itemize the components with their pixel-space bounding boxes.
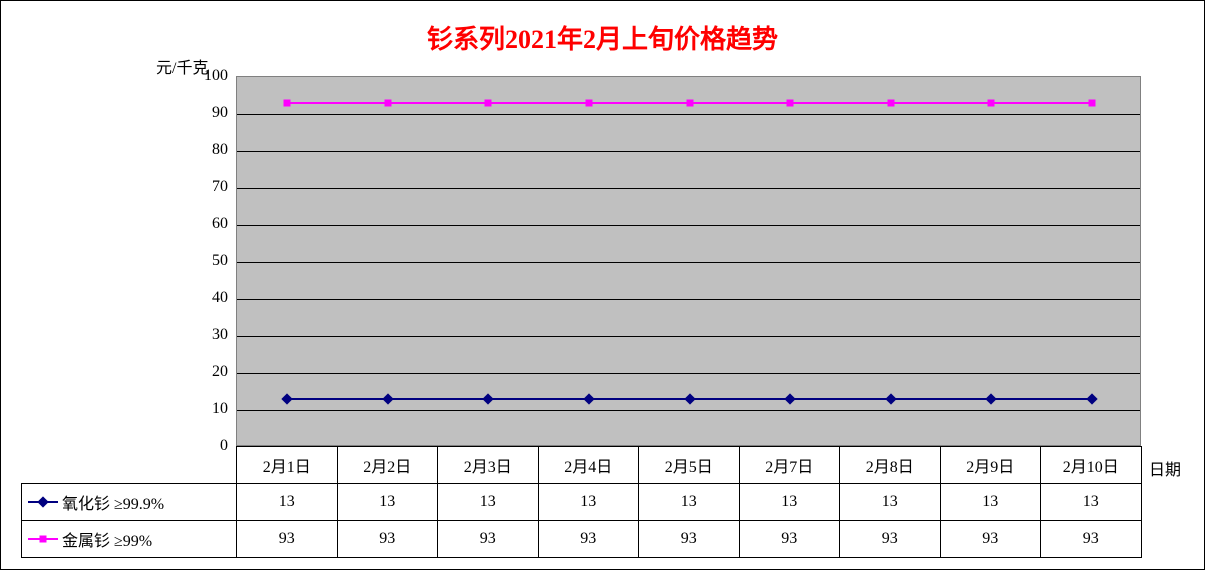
table-value-cell: 13 [639,484,740,521]
y-tick-label: 50 [188,252,228,270]
chart-container: 钐系列2021年2月上旬价格趋势 元/千克 日期 2月1日2月2日2月3日2月4… [0,0,1205,570]
y-tick-label: 60 [188,215,228,233]
series-marker [485,99,492,106]
gridline [237,262,1140,263]
table-value-cell: 13 [940,484,1041,521]
table-category-cell: 2月4日 [538,447,639,484]
table-value-cell: 93 [940,521,1041,558]
y-tick-label: 40 [188,289,228,307]
table-value-cell: 93 [739,521,840,558]
y-tick-label: 0 [188,437,228,455]
y-tick-label: 100 [188,67,228,85]
table-row: 氧化钐 ≥99.9%131313131313131313 [22,484,1142,521]
gridline [237,410,1140,411]
table-value-cell: 13 [237,484,338,521]
y-tick-label: 10 [188,400,228,418]
table-value-cell: 93 [538,521,639,558]
table-value-cell: 13 [739,484,840,521]
table-category-cell: 2月9日 [940,447,1041,484]
y-tick-label: 90 [188,104,228,122]
series-marker [887,99,894,106]
legend-line [28,501,58,503]
legend-label: 金属钐 ≥99% [62,527,152,551]
series-marker [282,393,293,404]
series-marker [1088,99,1095,106]
gridline [237,299,1140,300]
gridline [237,373,1140,374]
series-marker [784,393,795,404]
y-tick-label: 70 [188,178,228,196]
table-category-cell: 2月3日 [438,447,539,484]
table-category-cell: 2月10日 [1041,447,1142,484]
table-category-cell: 2月8日 [840,447,941,484]
table-value-cell: 13 [438,484,539,521]
series-marker [483,393,494,404]
table-value-cell: 93 [1041,521,1142,558]
legend-marker-icon [37,496,48,507]
table-value-cell: 93 [237,521,338,558]
y-tick-label: 80 [188,141,228,159]
legend-label: 氧化钐 ≥99.9% [62,490,164,514]
table-value-cell: 93 [438,521,539,558]
table-value-cell: 93 [337,521,438,558]
gridline [237,114,1140,115]
series-marker [382,393,393,404]
x-axis-label: 日期 [1149,456,1181,480]
table-value-cell: 13 [337,484,438,521]
gridline [237,188,1140,189]
series-marker [985,393,996,404]
series-marker [684,393,695,404]
series-marker [585,99,592,106]
series-marker [284,99,291,106]
gridline [237,225,1140,226]
table-value-cell: 93 [840,521,941,558]
series-marker [384,99,391,106]
gridline [237,151,1140,152]
y-tick-label: 20 [188,363,228,381]
series-marker [787,99,794,106]
series-marker [583,393,594,404]
table-value-cell: 93 [639,521,740,558]
data-table-body: 2月1日2月2日2月3日2月4日2月5日2月7日2月8日2月9日2月10日氧化钐… [22,447,1142,558]
plot-area [236,76,1141,446]
legend-marker-icon [40,536,47,543]
table-value-cell: 13 [840,484,941,521]
series-marker [686,99,693,106]
table-row: 金属钐 ≥99%939393939393939393 [22,521,1142,558]
table-category-cell: 2月7日 [739,447,840,484]
table-category-cell: 2月5日 [639,447,740,484]
y-tick-label: 30 [188,326,228,344]
table-value-cell: 13 [1041,484,1142,521]
table-category-cell: 2月2日 [337,447,438,484]
legend-cell: 氧化钐 ≥99.9% [22,484,237,521]
gridline [237,336,1140,337]
legend-cell: 金属钐 ≥99% [22,521,237,558]
series-marker [1086,393,1097,404]
legend-line [28,538,58,540]
chart-title: 钐系列2021年2月上旬价格趋势 [1,19,1204,56]
series-marker [988,99,995,106]
series-marker [885,393,896,404]
table-category-cell: 2月1日 [237,447,338,484]
data-table: 2月1日2月2日2月3日2月4日2月5日2月7日2月8日2月9日2月10日氧化钐… [21,446,1142,558]
table-value-cell: 13 [538,484,639,521]
